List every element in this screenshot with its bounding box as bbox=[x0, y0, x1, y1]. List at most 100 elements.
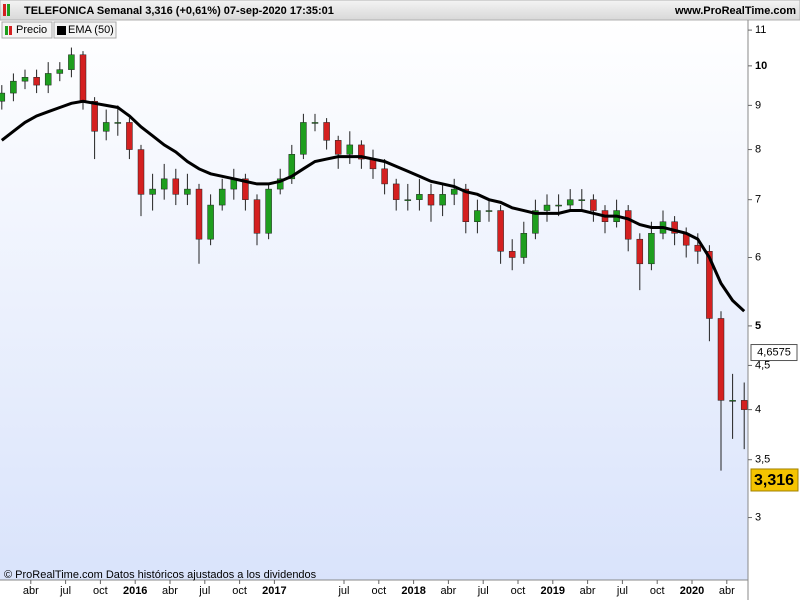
candle-body bbox=[636, 238, 644, 265]
candle-body bbox=[474, 210, 481, 222]
candle-body bbox=[184, 188, 191, 195]
candle-body bbox=[740, 400, 748, 410]
candle-body bbox=[79, 54, 87, 102]
candle-body bbox=[253, 199, 261, 234]
x-tick-label: abr bbox=[440, 585, 456, 597]
x-tick-label: jul bbox=[198, 585, 210, 597]
x-tick-label: 2019 bbox=[541, 585, 565, 597]
candle-body bbox=[543, 204, 551, 211]
y-tick-label: 6 bbox=[755, 251, 761, 263]
candle-body bbox=[323, 122, 330, 141]
y-tick-label: 9 bbox=[755, 99, 761, 111]
candle-body bbox=[149, 188, 156, 195]
last-price-label: 3,316 bbox=[754, 472, 794, 489]
y-tick-label: 4,5 bbox=[755, 359, 770, 371]
candle-body bbox=[68, 54, 75, 70]
x-tick-label: jul bbox=[616, 585, 628, 597]
candle-body bbox=[56, 69, 64, 74]
x-tick-label: oct bbox=[511, 585, 526, 597]
candle-body bbox=[590, 199, 597, 211]
y-tick-label: 4 bbox=[755, 404, 761, 416]
y-tick-label: 7 bbox=[755, 194, 761, 206]
x-tick-label: oct bbox=[371, 585, 386, 597]
candle-body bbox=[508, 251, 516, 258]
candle-body bbox=[33, 77, 40, 86]
candle-body bbox=[288, 154, 296, 180]
candle-body bbox=[462, 188, 470, 222]
x-tick-label: jul bbox=[337, 585, 349, 597]
header-icon bbox=[7, 4, 10, 16]
legend-item bbox=[1, 21, 53, 39]
candle-body bbox=[381, 168, 388, 185]
candle-body bbox=[427, 194, 435, 206]
candle-body bbox=[416, 194, 423, 200]
candle-body bbox=[485, 210, 493, 212]
candle-body bbox=[160, 178, 168, 190]
candle-body bbox=[555, 204, 562, 207]
y-tick-label: 3,5 bbox=[755, 454, 770, 466]
plot bbox=[0, 47, 748, 471]
x-tick-label: 2017 bbox=[262, 585, 286, 597]
candle-body bbox=[648, 233, 655, 265]
legend-label: Precio bbox=[16, 24, 47, 36]
y-tick-label: 11 bbox=[755, 24, 766, 36]
legend-swatch bbox=[57, 26, 66, 35]
y-tick-label: 5 bbox=[755, 320, 761, 332]
x-tick-label: jul bbox=[59, 585, 71, 597]
x-tick-label: oct bbox=[650, 585, 665, 597]
footer-note: © ProRealTime.com Datos históricos ajust… bbox=[4, 569, 317, 581]
x-tick-label: abr bbox=[719, 585, 735, 597]
source: www.ProRealTime.com bbox=[674, 5, 796, 17]
legend-swatch bbox=[5, 26, 8, 35]
y-tick-label: 3 bbox=[755, 511, 761, 523]
ema-line bbox=[0, 99, 746, 313]
x-tick-label: abr bbox=[580, 585, 596, 597]
x-tick-label: abr bbox=[162, 585, 178, 597]
x-tick-label: 2018 bbox=[401, 585, 425, 597]
header-bar bbox=[0, 0, 800, 21]
candle-body bbox=[137, 149, 145, 195]
candle-body bbox=[346, 144, 354, 155]
candle-body bbox=[532, 210, 539, 234]
candle-body bbox=[404, 199, 412, 201]
x-tick-label: oct bbox=[93, 585, 108, 597]
candle-body bbox=[10, 80, 17, 94]
x-tick-label: oct bbox=[232, 585, 247, 597]
x-tick-label: 2020 bbox=[680, 585, 704, 597]
candle-body bbox=[242, 178, 249, 200]
candle-body bbox=[729, 400, 736, 402]
candle-body bbox=[706, 251, 713, 319]
legend-swatch bbox=[9, 26, 12, 35]
candle-body bbox=[450, 188, 458, 195]
candle-body bbox=[624, 210, 632, 240]
candle-body bbox=[497, 210, 504, 252]
candle-body bbox=[300, 122, 307, 155]
candle-body bbox=[694, 244, 702, 252]
candle-body bbox=[265, 188, 272, 234]
candle-body bbox=[671, 221, 678, 234]
chart-title: TELEFONICA Semanal 3,316 (+0,61%) 07-sep… bbox=[24, 5, 334, 17]
candle-body bbox=[566, 199, 574, 206]
candle-body bbox=[717, 318, 725, 401]
last-price-box bbox=[750, 468, 799, 492]
candle-body bbox=[114, 122, 122, 124]
x-tick-label: 2016 bbox=[123, 585, 147, 597]
y-tick-label: 10 bbox=[755, 60, 767, 72]
candle-body bbox=[207, 204, 214, 240]
candle-body bbox=[0, 92, 6, 102]
candle-body bbox=[126, 122, 133, 150]
plot-area bbox=[0, 20, 748, 580]
candle-body bbox=[439, 194, 446, 206]
legend-label: EMA (50) bbox=[68, 24, 114, 36]
candle-body bbox=[195, 188, 203, 240]
candle-body bbox=[334, 140, 342, 155]
y-tick-label: 8 bbox=[755, 143, 761, 155]
candle-body bbox=[91, 100, 98, 132]
x-tick-label: abr bbox=[23, 585, 39, 597]
candle-body bbox=[520, 233, 528, 258]
candle-body bbox=[311, 122, 319, 124]
candle-body bbox=[276, 178, 284, 190]
x-tick-label: jul bbox=[477, 585, 489, 597]
candle-body bbox=[21, 77, 29, 82]
